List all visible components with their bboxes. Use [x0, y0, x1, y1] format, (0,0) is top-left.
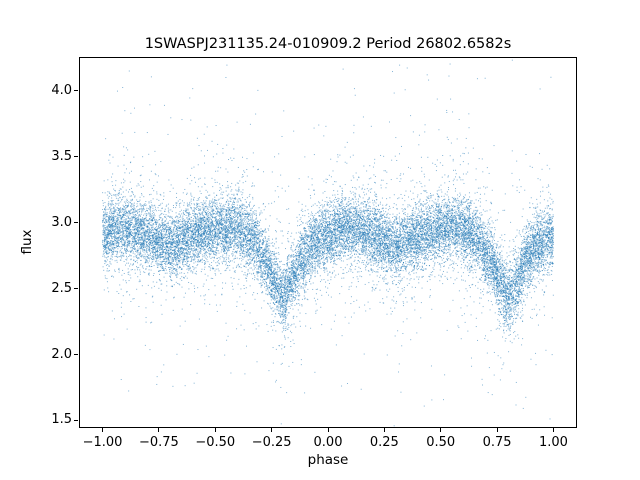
- x-tick-mark: [102, 428, 104, 432]
- x-tick-mark: [496, 428, 498, 432]
- y-tick-mark: [74, 90, 78, 92]
- x-tick-mark: [383, 428, 385, 432]
- y-tick-mark: [74, 156, 78, 158]
- x-tick-label: −1.00: [82, 435, 123, 450]
- x-tick-label: 0.50: [426, 435, 456, 450]
- x-tick-label: 0.25: [369, 435, 399, 450]
- y-tick-mark: [74, 419, 78, 421]
- x-tick-mark: [552, 428, 554, 432]
- x-tick-mark: [327, 428, 329, 432]
- scatter-points-canvas: [80, 58, 576, 427]
- x-tick-label: 0.75: [482, 435, 512, 450]
- y-tick-label: 3.5: [51, 148, 72, 164]
- x-axis-label: phase: [307, 452, 349, 468]
- x-tick-label: −0.25: [251, 435, 292, 450]
- x-tick-mark: [440, 428, 442, 432]
- x-tick-mark: [158, 428, 160, 432]
- y-tick-label: 2.5: [51, 280, 72, 296]
- x-tick-label: −0.50: [195, 435, 236, 450]
- y-tick-label: 1.5: [51, 412, 72, 428]
- x-tick-label: 1.00: [538, 435, 568, 450]
- y-tick-mark: [74, 222, 78, 224]
- x-tick-mark: [214, 428, 216, 432]
- chart-title: 1SWASPJ231135.24-010909.2 Period 26802.6…: [144, 36, 512, 52]
- x-tick-label: 0.00: [313, 435, 343, 450]
- y-tick-label: 2.0: [51, 346, 72, 362]
- y-tick-mark: [74, 288, 78, 290]
- x-tick-label: −0.75: [138, 435, 179, 450]
- y-tick-mark: [74, 354, 78, 356]
- y-tick-label: 3.0: [51, 214, 72, 230]
- plot-area: [79, 57, 577, 428]
- y-tick-label: 4.0: [51, 82, 72, 98]
- y-axis-label: flux: [19, 229, 35, 255]
- x-tick-mark: [271, 428, 273, 432]
